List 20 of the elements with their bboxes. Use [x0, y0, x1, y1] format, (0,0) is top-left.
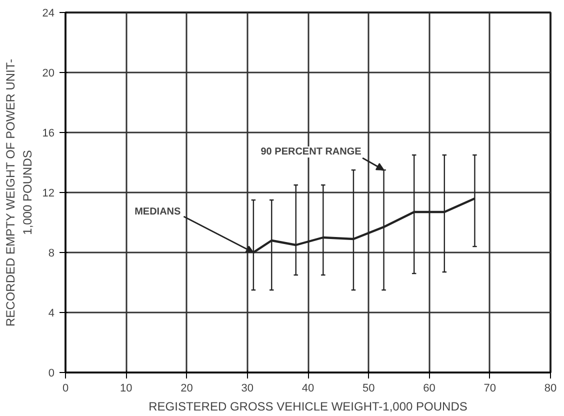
x-tick-label: 70	[484, 382, 496, 394]
x-tick-label: 20	[180, 382, 193, 394]
annotation: MEDIANS	[134, 206, 182, 218]
x-tick-label: 10	[120, 382, 132, 394]
y-tick-label: 0	[48, 368, 55, 380]
x-tick-label: 80	[544, 382, 557, 394]
annotation: 90 PERCENT RANGE	[260, 146, 362, 158]
y-tick-label: 4	[48, 308, 55, 320]
y-tick-label: 20	[42, 68, 55, 80]
x-axis-title: REGISTERED GROSS VEHICLE WEIGHT-1,000 POUNDS	[148, 400, 468, 414]
x-tick-label: 50	[362, 382, 375, 394]
y-tick-label: 12	[42, 188, 55, 200]
x-tick-label: 40	[302, 382, 314, 394]
x-tick-label: 60	[423, 382, 436, 394]
y-tick-label: 16	[42, 128, 55, 140]
y-tick-label: 8	[48, 248, 55, 260]
x-tick-label: 0	[62, 382, 69, 394]
y-axis-title: RECORDED EMPTY WEIGHT OF POWER UNIT- 1,000 POUNDS	[3, 58, 34, 326]
x-tick-label: 30	[241, 382, 254, 394]
y-tick-label: 24	[42, 8, 55, 20]
